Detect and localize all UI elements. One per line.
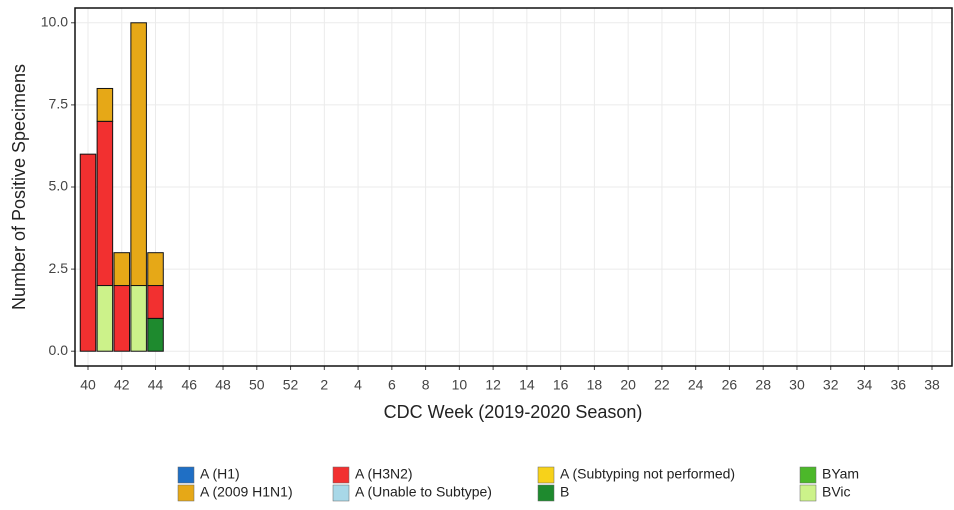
x-tick-label: 52 bbox=[283, 377, 299, 393]
x-tick-label: 4 bbox=[354, 377, 362, 393]
x-tick-label: 44 bbox=[148, 377, 164, 393]
x-tick-label: 10 bbox=[452, 377, 468, 393]
x-tick-label: 6 bbox=[388, 377, 396, 393]
x-tick-label: 12 bbox=[485, 377, 501, 393]
y-tick-label: 5.0 bbox=[49, 178, 69, 194]
x-tick-label: 48 bbox=[215, 377, 231, 393]
y-tick-label: 7.5 bbox=[49, 96, 69, 112]
bar-segment bbox=[96, 87, 114, 122]
y-tick-label: 2.5 bbox=[49, 260, 69, 276]
x-tick-label: 26 bbox=[722, 377, 738, 393]
x-axis-label: CDC Week (2019-2020 Season) bbox=[384, 402, 643, 422]
legend-swatch bbox=[177, 466, 195, 484]
legend-label: A (Unable to Subtype) bbox=[355, 484, 492, 500]
bar-segment bbox=[113, 252, 131, 287]
legend-label: A (Subtyping not performed) bbox=[560, 466, 735, 482]
x-tick-label: 40 bbox=[80, 377, 96, 393]
plot-border bbox=[74, 7, 953, 367]
bar-segment bbox=[96, 285, 114, 352]
legend-swatch bbox=[332, 484, 350, 502]
bar-segment bbox=[130, 22, 147, 287]
x-tick-label: 38 bbox=[924, 377, 940, 393]
x-tick-label: 28 bbox=[755, 377, 771, 393]
x-tick-label: 8 bbox=[422, 377, 430, 393]
x-tick-label: 22 bbox=[654, 377, 670, 393]
legend-swatch bbox=[537, 466, 555, 484]
legend-label: A (2009 H1N1) bbox=[200, 484, 293, 500]
x-tick-label: 46 bbox=[181, 377, 197, 393]
x-tick-label: 42 bbox=[114, 377, 130, 393]
legend-label: A (H1) bbox=[200, 466, 240, 482]
y-tick-label: 10.0 bbox=[41, 13, 68, 29]
x-tick-label: 14 bbox=[519, 377, 535, 393]
x-tick-label: 2 bbox=[320, 377, 328, 393]
x-tick-label: 18 bbox=[587, 377, 603, 393]
x-tick-label: 36 bbox=[890, 377, 906, 393]
y-tick-label: 0.0 bbox=[49, 342, 69, 358]
x-tick-label: 30 bbox=[789, 377, 805, 393]
legend-label: BVic bbox=[822, 484, 851, 500]
legend-label: A (H3N2) bbox=[355, 466, 413, 482]
legend-swatch bbox=[799, 484, 817, 502]
x-tick-label: 16 bbox=[553, 377, 569, 393]
x-tick-label: 32 bbox=[823, 377, 839, 393]
bar-segment bbox=[147, 252, 164, 287]
legend-swatch bbox=[332, 466, 350, 484]
x-tick-label: 24 bbox=[688, 377, 704, 393]
x-tick-label: 34 bbox=[857, 377, 873, 393]
bar-segment bbox=[79, 153, 97, 352]
x-tick-label: 20 bbox=[620, 377, 636, 393]
bar-segment bbox=[147, 317, 164, 352]
y-axis-label: Number of Positive Specimens bbox=[9, 64, 29, 310]
legend-label: BYam bbox=[822, 466, 859, 482]
bar-segment bbox=[113, 285, 131, 352]
bar-segment bbox=[130, 285, 147, 352]
legend-swatch bbox=[799, 466, 817, 484]
legend-label: B bbox=[560, 484, 569, 500]
legend-swatch bbox=[537, 484, 555, 502]
x-tick-label: 50 bbox=[249, 377, 265, 393]
bar-segment bbox=[96, 120, 114, 287]
bar-segment bbox=[147, 285, 164, 319]
legend-swatch bbox=[177, 484, 195, 502]
